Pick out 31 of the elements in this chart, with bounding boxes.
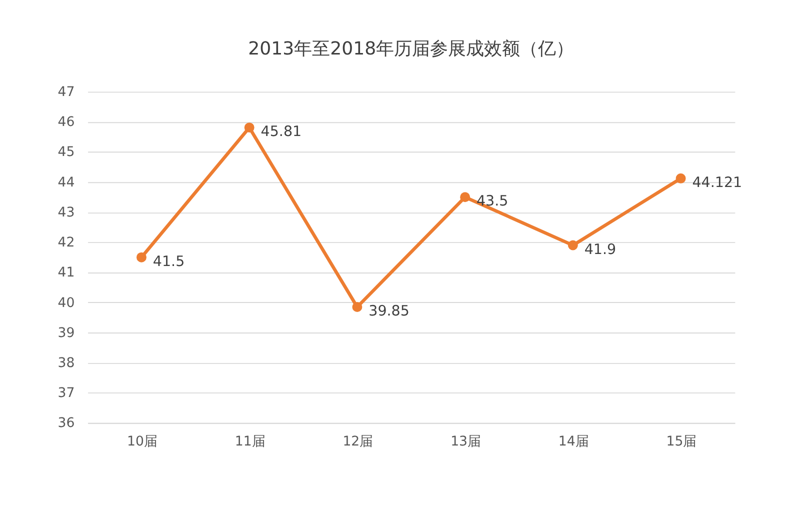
y-tick-label: 42	[58, 236, 75, 251]
x-tick-label: 13届	[450, 434, 481, 450]
x-tick-label: 12届	[342, 434, 373, 450]
y-tick-label: 37	[58, 386, 75, 402]
y-tick-label: 38	[58, 356, 75, 371]
y-tick-label: 43	[58, 205, 75, 220]
data-label: 41.5	[152, 254, 185, 270]
y-tick-label: 44	[58, 175, 75, 190]
data-label: 39.85	[368, 304, 410, 320]
data-label: 45.81	[260, 124, 302, 140]
point	[136, 252, 146, 262]
x-tick-label: 14届	[558, 434, 588, 450]
y-tick-label: 47	[58, 85, 75, 100]
y-tick-label: 36	[58, 416, 75, 432]
y-tick-label: 39	[58, 326, 75, 341]
y-tick-label: 45	[58, 145, 75, 160]
point	[244, 122, 254, 133]
y-tick-label: 41	[58, 266, 75, 281]
chart-title: 2013年至2018年历届参展成效额（亿）	[248, 38, 574, 60]
point	[676, 173, 686, 184]
point	[352, 302, 362, 312]
y-tick-label: 46	[58, 115, 75, 130]
data-label: 43.5	[476, 194, 508, 210]
point	[460, 192, 470, 202]
y-tick-label: 40	[58, 296, 75, 311]
data-label: 44.121	[692, 174, 742, 191]
x-tick-label: 15届	[666, 434, 696, 450]
x-tick-label: 11届	[234, 434, 265, 450]
point	[568, 240, 578, 250]
x-tick-label: 10届	[126, 434, 157, 450]
data-label: 41.9	[584, 242, 616, 258]
